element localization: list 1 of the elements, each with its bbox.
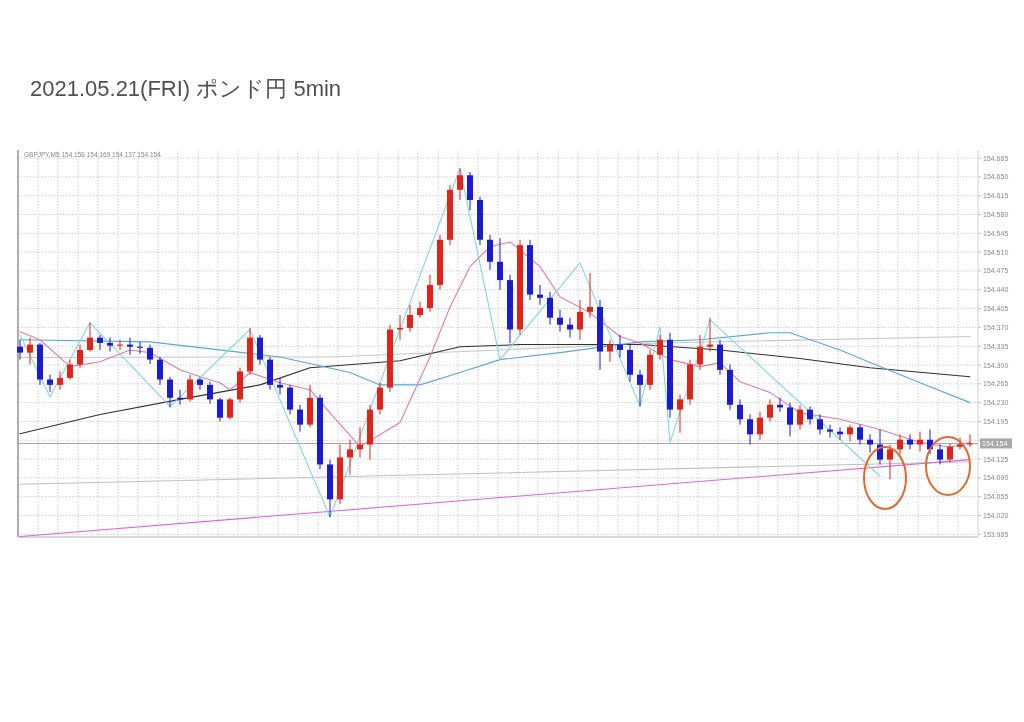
title: 2021.05.21(FRI) ポンド円 5min — [30, 76, 342, 101]
